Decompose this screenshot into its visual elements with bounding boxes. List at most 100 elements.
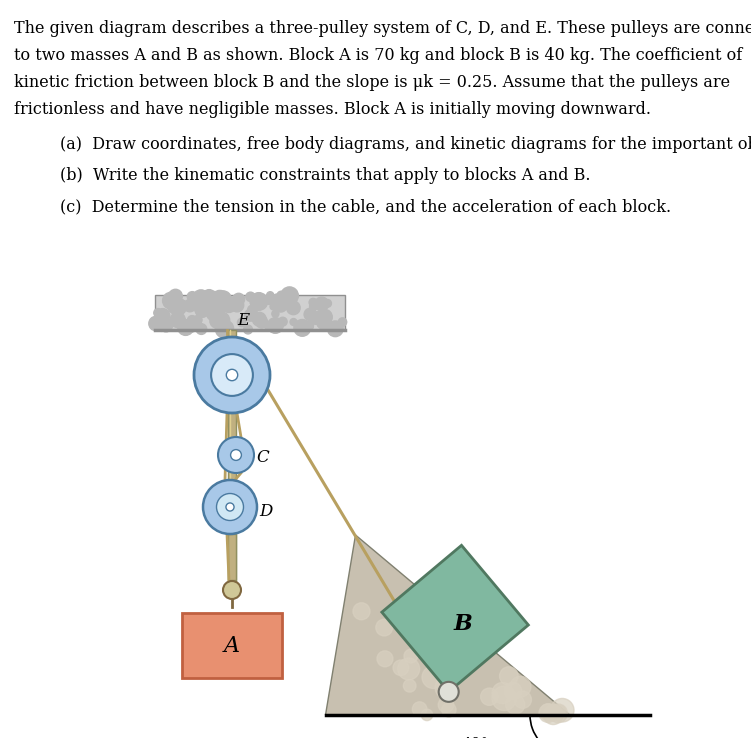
Circle shape	[430, 653, 448, 672]
Circle shape	[193, 316, 202, 324]
Circle shape	[281, 287, 298, 305]
Circle shape	[324, 300, 331, 307]
Circle shape	[393, 660, 409, 675]
Circle shape	[170, 297, 182, 308]
Circle shape	[377, 651, 393, 667]
Circle shape	[203, 289, 216, 303]
Circle shape	[178, 320, 185, 326]
Circle shape	[184, 300, 196, 311]
Circle shape	[168, 303, 177, 312]
Circle shape	[275, 300, 287, 312]
Circle shape	[505, 695, 525, 714]
Text: The given diagram describes a three-pulley system of C, D, and E. These pulleys : The given diagram describes a three-pull…	[14, 20, 751, 37]
Circle shape	[155, 314, 164, 322]
Circle shape	[176, 300, 187, 311]
Circle shape	[338, 318, 347, 326]
Circle shape	[554, 706, 566, 716]
Circle shape	[184, 320, 197, 333]
Circle shape	[221, 297, 237, 312]
Circle shape	[226, 503, 234, 511]
Circle shape	[435, 676, 459, 699]
Circle shape	[225, 324, 232, 331]
Circle shape	[270, 320, 282, 332]
Circle shape	[223, 581, 241, 599]
Text: D: D	[259, 503, 273, 520]
Circle shape	[412, 702, 427, 717]
Circle shape	[154, 308, 162, 317]
Circle shape	[327, 321, 343, 337]
Circle shape	[303, 322, 313, 331]
Circle shape	[149, 317, 163, 331]
Circle shape	[231, 449, 241, 461]
Circle shape	[445, 655, 467, 677]
Circle shape	[203, 480, 257, 534]
Circle shape	[309, 302, 318, 311]
Polygon shape	[382, 545, 529, 692]
Circle shape	[403, 680, 416, 692]
Circle shape	[317, 315, 330, 329]
Circle shape	[157, 323, 166, 331]
Circle shape	[249, 312, 256, 319]
Circle shape	[216, 494, 243, 520]
Circle shape	[216, 299, 229, 311]
Circle shape	[439, 682, 459, 702]
Circle shape	[499, 666, 518, 686]
Circle shape	[207, 304, 223, 321]
Circle shape	[404, 649, 418, 663]
Circle shape	[267, 297, 274, 304]
Text: to two masses A and B as shown. Block A is 70 kg and block B is 40 kg. The coeff: to two masses A and B as shown. Block A …	[14, 47, 742, 64]
Circle shape	[213, 312, 230, 329]
Circle shape	[445, 645, 457, 657]
Circle shape	[218, 437, 254, 473]
Circle shape	[317, 309, 332, 325]
Circle shape	[321, 312, 331, 323]
Circle shape	[290, 319, 297, 325]
Text: (c)  Determine the tension in the cable, and the acceleration of each block.: (c) Determine the tension in the cable, …	[60, 198, 671, 215]
Circle shape	[287, 301, 300, 314]
Circle shape	[246, 292, 255, 302]
Circle shape	[159, 319, 173, 332]
Circle shape	[307, 322, 313, 328]
Circle shape	[243, 325, 252, 334]
Circle shape	[178, 320, 194, 335]
Circle shape	[155, 308, 170, 323]
Circle shape	[539, 704, 557, 723]
Polygon shape	[325, 535, 570, 715]
Circle shape	[279, 317, 287, 326]
Circle shape	[245, 309, 256, 321]
Circle shape	[398, 658, 420, 680]
Circle shape	[439, 697, 454, 713]
Text: B: B	[454, 613, 472, 635]
Circle shape	[309, 298, 317, 306]
Circle shape	[310, 311, 323, 325]
Circle shape	[195, 302, 210, 317]
Text: (b)  Write the kinematic constraints that apply to blocks A and B.: (b) Write the kinematic constraints that…	[60, 167, 590, 184]
Circle shape	[514, 691, 532, 708]
Circle shape	[304, 308, 316, 320]
Text: A: A	[224, 635, 240, 657]
Circle shape	[237, 318, 246, 327]
Circle shape	[549, 704, 568, 723]
Circle shape	[251, 307, 258, 313]
Bar	[155, 295, 345, 330]
Circle shape	[194, 337, 270, 413]
Text: E: E	[237, 312, 249, 329]
Circle shape	[216, 320, 233, 338]
Bar	[228, 534, 236, 580]
Circle shape	[210, 314, 224, 328]
Circle shape	[267, 317, 283, 334]
Circle shape	[226, 369, 238, 381]
Circle shape	[422, 666, 445, 689]
Circle shape	[265, 324, 272, 331]
Circle shape	[210, 306, 224, 320]
Circle shape	[510, 676, 531, 697]
Circle shape	[187, 292, 198, 302]
Circle shape	[255, 316, 267, 328]
Circle shape	[219, 321, 234, 336]
Circle shape	[270, 303, 277, 310]
Circle shape	[231, 299, 244, 312]
Circle shape	[272, 310, 279, 317]
Circle shape	[376, 619, 393, 636]
Circle shape	[270, 294, 285, 308]
Text: 40°: 40°	[461, 737, 489, 738]
